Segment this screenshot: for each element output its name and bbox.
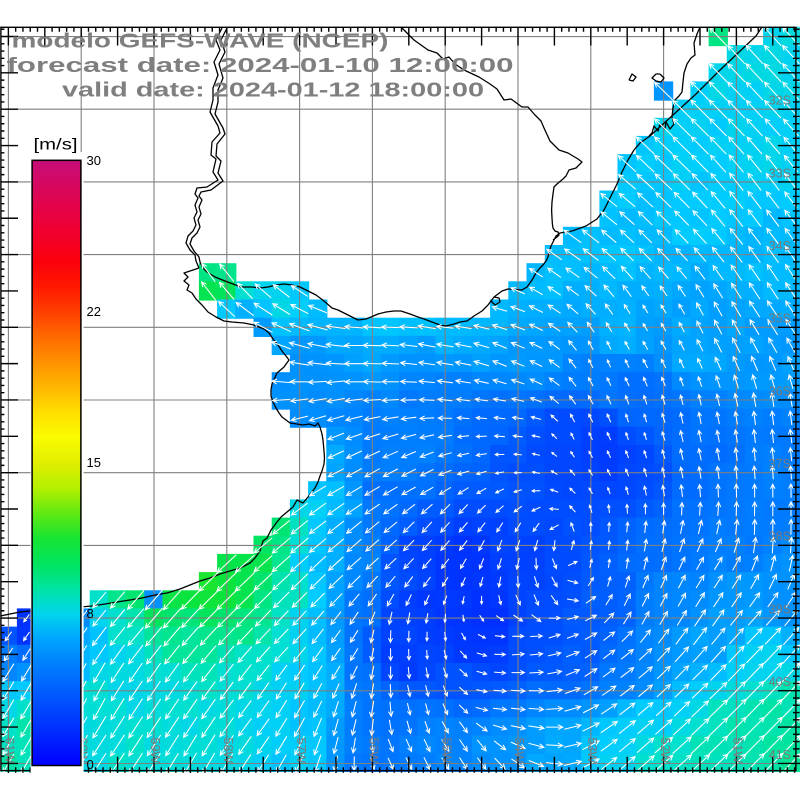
svg-text:41S: 41S — [769, 748, 791, 762]
svg-text:57W: 57W — [294, 737, 308, 763]
svg-text:56W: 56W — [367, 737, 381, 763]
svg-text:0: 0 — [87, 757, 94, 772]
svg-text:55W: 55W — [439, 737, 453, 763]
svg-text:39S: 39S — [769, 602, 791, 616]
svg-text:forecast date: 2024-01-10 12:0: forecast date: 2024-01-10 12:00:00 — [7, 54, 514, 77]
svg-text:8: 8 — [87, 606, 94, 621]
svg-text:51W: 51W — [731, 737, 745, 763]
svg-text:52W: 52W — [658, 737, 672, 763]
svg-text:61W: 61W — [3, 737, 17, 763]
svg-text:53W: 53W — [585, 737, 599, 763]
svg-text:37S: 37S — [769, 457, 791, 471]
svg-text:40S: 40S — [769, 675, 791, 689]
svg-text:54W: 54W — [512, 737, 526, 763]
svg-text:33S: 33S — [769, 166, 791, 180]
svg-text:30: 30 — [87, 153, 101, 168]
svg-text:[m/s]: [m/s] — [34, 137, 78, 154]
svg-text:59W: 59W — [148, 737, 162, 763]
svg-text:32S: 32S — [769, 94, 791, 108]
svg-text:35S: 35S — [769, 312, 791, 326]
svg-text:22: 22 — [87, 304, 101, 319]
svg-text:15: 15 — [87, 455, 101, 470]
svg-text:34S: 34S — [769, 239, 791, 253]
svg-text:36S: 36S — [769, 384, 791, 398]
svg-text:38S: 38S — [769, 530, 791, 544]
svg-text:58W: 58W — [221, 737, 235, 763]
svg-text:valid date: 2024-01-12 18:00:0: valid date: 2024-01-12 18:00:00 — [62, 79, 484, 102]
svg-text:modelo GEFS-WAVE (NCEP): modelo GEFS-WAVE (NCEP) — [12, 30, 389, 53]
